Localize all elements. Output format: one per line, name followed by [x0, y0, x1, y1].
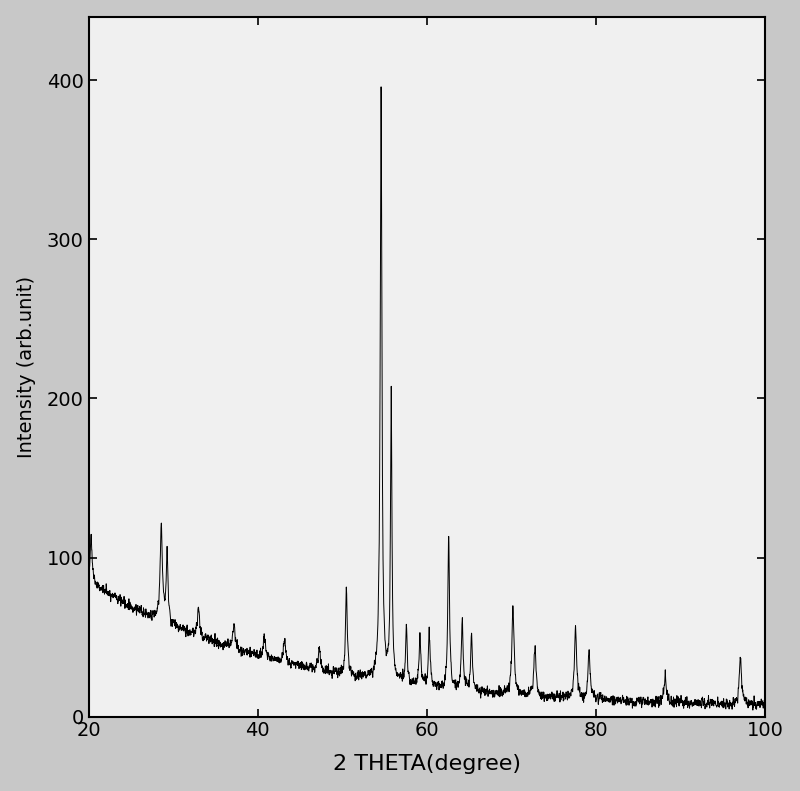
X-axis label: 2 THETA(degree): 2 THETA(degree)	[333, 755, 521, 774]
Y-axis label: Intensity (arb.unit): Intensity (arb.unit)	[17, 275, 36, 458]
